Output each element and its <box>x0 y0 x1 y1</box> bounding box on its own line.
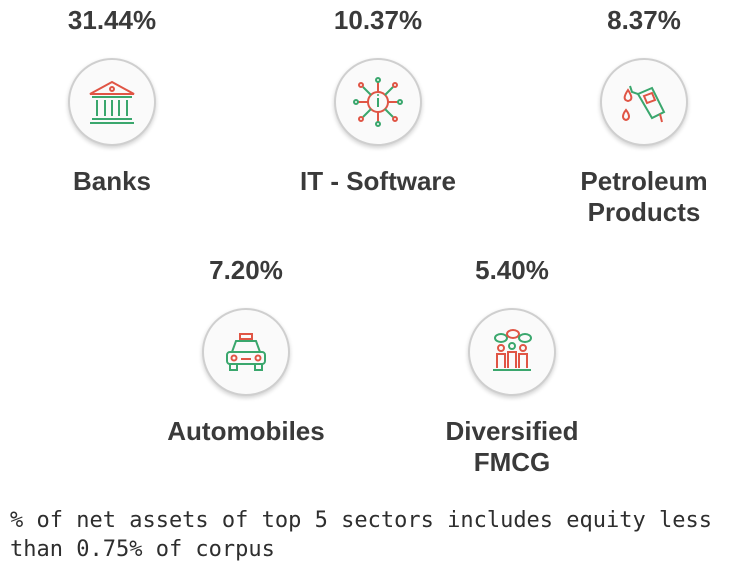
microchip-circuit-icon <box>353 77 403 127</box>
fuel-nozzle-icon <box>622 85 666 123</box>
taxi-car-icon <box>226 333 266 371</box>
sector-percent: 7.20% <box>209 255 283 285</box>
sector-icon-circle <box>600 58 688 146</box>
bank-building-icon <box>89 80 135 124</box>
sector-name: IT - Software <box>299 166 456 196</box>
sector-name: Banks <box>72 166 152 196</box>
sector-icon-circle <box>334 58 422 146</box>
sector-name: Petroleum Products <box>580 166 708 227</box>
sector-percent: 31.44% <box>67 5 157 35</box>
sector-icon-circle <box>68 58 156 146</box>
sector-percent: 5.40% <box>475 255 549 285</box>
sector-banks: 31.44% Banks <box>2 4 222 197</box>
sector-diversified-fmcg: 5.40% Diversified FMCG <box>402 254 622 478</box>
sector-petroleum-products: 8.37% Petroleum Products <box>534 4 734 228</box>
sector-percent: 10.37% <box>333 5 423 35</box>
sector-name: Diversified FMCG <box>445 416 579 477</box>
sector-icon-circle <box>468 308 556 396</box>
sector-automobiles: 7.20% Automobiles <box>136 254 356 447</box>
sector-name: Automobiles <box>167 416 325 446</box>
sector-icon-circle <box>202 308 290 396</box>
footnote: % of net assets of top 5 sectors include… <box>10 508 712 562</box>
sector-percent: 8.37% <box>607 5 681 35</box>
sector-it-software: 10.37% IT - Software <box>268 4 488 197</box>
consumer-goods-icon <box>493 329 532 371</box>
